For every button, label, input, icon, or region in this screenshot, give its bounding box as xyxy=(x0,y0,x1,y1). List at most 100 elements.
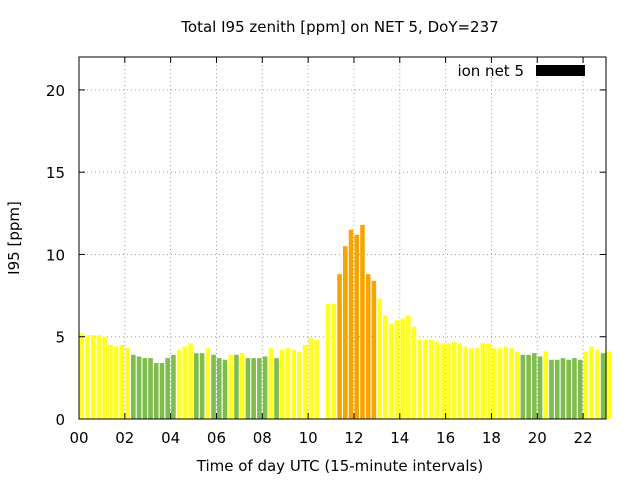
bar xyxy=(463,346,468,419)
bar xyxy=(102,336,107,419)
bar xyxy=(474,348,480,419)
x-tick-label: 02 xyxy=(115,429,134,447)
bar xyxy=(125,348,130,419)
bar xyxy=(554,359,560,419)
y-tick-label: 15 xyxy=(46,164,65,182)
bar xyxy=(583,351,589,419)
x-tick-label: 08 xyxy=(253,429,272,447)
x-tick-label: 06 xyxy=(207,429,226,447)
bar xyxy=(394,320,400,419)
bar xyxy=(572,358,577,419)
bar xyxy=(90,335,96,419)
bar xyxy=(302,344,308,419)
x-tick-label: 20 xyxy=(528,429,547,447)
bar xyxy=(348,229,354,419)
bar xyxy=(274,358,279,419)
bar xyxy=(428,340,434,419)
x-tick-label: 14 xyxy=(390,429,409,447)
bar xyxy=(297,351,302,419)
bar xyxy=(423,340,428,419)
bar xyxy=(365,274,371,419)
bar xyxy=(491,348,497,419)
bar xyxy=(520,354,526,419)
bar xyxy=(262,356,268,419)
bar xyxy=(285,348,291,419)
bar xyxy=(245,358,251,419)
bar xyxy=(176,349,182,419)
bar xyxy=(188,343,193,419)
bar xyxy=(503,346,508,419)
plot-frame xyxy=(78,56,607,420)
bar xyxy=(119,344,125,419)
x-tick-label: 22 xyxy=(574,429,593,447)
bar xyxy=(446,343,451,419)
bar xyxy=(371,280,377,419)
ticks xyxy=(78,57,606,420)
bar xyxy=(136,356,142,419)
bar xyxy=(205,348,211,419)
x-tick-label: 10 xyxy=(299,429,318,447)
bar xyxy=(543,351,549,419)
y-tick-label: 0 xyxy=(55,411,65,429)
bar xyxy=(400,318,405,419)
bar xyxy=(417,340,423,419)
bar xyxy=(589,346,594,419)
bar xyxy=(377,298,382,419)
x-axis-label: Time of day UTC (15-minute intervals) xyxy=(196,457,483,475)
bar xyxy=(165,358,171,419)
bar xyxy=(388,323,394,419)
bar xyxy=(514,351,520,419)
bar xyxy=(486,343,491,419)
bar xyxy=(113,346,119,419)
bar xyxy=(211,354,216,419)
bar xyxy=(469,348,474,419)
bar xyxy=(411,326,417,419)
bar xyxy=(199,353,205,419)
bar xyxy=(577,359,583,419)
x-tick-labels: 00 02 04 06 08 10 12 14 16 18 20 22 xyxy=(69,429,592,447)
bar xyxy=(549,359,554,419)
bar xyxy=(595,349,600,419)
bar xyxy=(532,353,537,419)
bar xyxy=(234,354,239,419)
bar xyxy=(434,341,440,419)
bar xyxy=(560,358,566,419)
bars xyxy=(79,224,612,419)
bar xyxy=(331,303,337,419)
bar xyxy=(79,333,85,419)
bar xyxy=(228,354,234,419)
bar xyxy=(325,303,331,419)
bar xyxy=(440,343,445,419)
bar xyxy=(314,340,319,419)
y-tick-labels: 0 5 10 15 20 xyxy=(46,82,65,429)
legend-swatch xyxy=(536,65,585,76)
legend-label: ion net 5 xyxy=(457,62,524,80)
bar xyxy=(526,354,531,419)
chart-title: Total I95 zenith [ppm] on NET 5, DoY=237 xyxy=(180,18,498,36)
bar xyxy=(257,358,262,419)
bar xyxy=(222,359,228,419)
bar xyxy=(148,358,153,419)
x-tick-label: 18 xyxy=(482,429,501,447)
bar xyxy=(383,315,388,419)
bar xyxy=(343,246,348,419)
bar xyxy=(153,363,159,419)
bar xyxy=(159,363,165,419)
bar xyxy=(85,335,90,419)
bar xyxy=(279,349,285,419)
x-tick-label: 04 xyxy=(161,429,180,447)
bar xyxy=(480,343,486,419)
bar xyxy=(268,348,274,419)
bar xyxy=(96,335,102,419)
y-tick-label: 20 xyxy=(46,82,65,100)
bar xyxy=(194,353,199,419)
x-tick-label: 12 xyxy=(344,429,363,447)
legend: ion net 5 xyxy=(457,62,585,80)
bar xyxy=(406,315,411,419)
bar xyxy=(108,344,113,419)
bar xyxy=(251,358,256,419)
x-tick-label: 00 xyxy=(69,429,88,447)
y-tick-label: 5 xyxy=(55,329,65,347)
